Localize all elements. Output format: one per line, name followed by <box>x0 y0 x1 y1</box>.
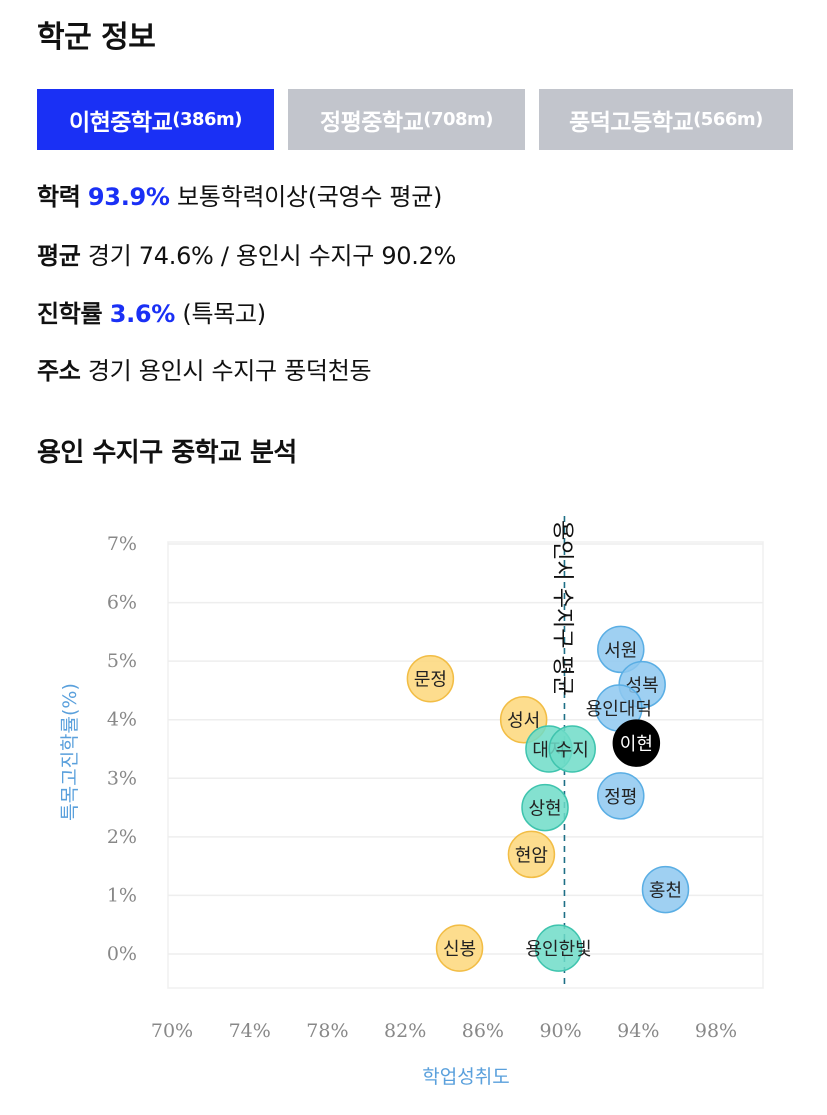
info-average-text: 경기 74.6% / 용인시 수지구 90.2% <box>87 242 457 270</box>
point-label: 이현 <box>620 734 653 755</box>
point-label: 현암 <box>515 845 548 866</box>
info-advancement-label: 진학률 <box>37 300 103 328</box>
tab-distance: (386m) <box>172 109 243 130</box>
point-bubble <box>521 783 569 832</box>
plot-frame <box>167 541 764 989</box>
tab-label: 정평중학교 <box>319 109 424 136</box>
point-bubble <box>507 830 556 879</box>
info-address-label: 주소 <box>37 357 81 385</box>
tab-distance: (708m) <box>423 109 494 130</box>
point-bubble <box>435 924 484 972</box>
x-tick-label: 82% <box>384 1020 426 1042</box>
point-bubble <box>548 725 596 773</box>
y-tick-label: 0% <box>107 943 137 965</box>
info-advancement-text: (특목고) <box>182 300 266 328</box>
chart-grid <box>167 541 764 989</box>
info-academic-text: 보통학력이상(국영수 평균) <box>177 183 443 211</box>
reference-line-group: 용인시 수지구 평균 <box>549 516 574 988</box>
tab-label: 풍덕고등학교 <box>569 109 694 136</box>
y-tick-label: 1% <box>107 884 137 906</box>
point-label: 신봉 <box>443 939 476 960</box>
point-label: 용인한빛 <box>526 939 592 960</box>
point-bubble <box>612 719 661 767</box>
point-label: 홍천 <box>649 881 682 902</box>
data-point[interactable]: 현암 <box>507 830 556 879</box>
x-tick-label: 98% <box>695 1020 737 1042</box>
point-bubble <box>597 772 645 820</box>
x-tick-label: 90% <box>539 1020 581 1042</box>
point-label: 수지 <box>556 740 589 761</box>
tab-ihyeon-middle[interactable]: 이현중학교 (386m) <box>37 89 274 150</box>
y-axis-title: 특목고진학률(%) <box>59 683 81 821</box>
point-label: 서원 <box>604 640 637 661</box>
x-tick-label: 78% <box>306 1020 348 1042</box>
info-advancement-value: 3.6% <box>109 300 176 328</box>
school-tabs: 이현중학교 (386m) 정평중학교 (708m) 풍덕고등학교 (566m) <box>37 89 793 150</box>
data-point[interactable]: 신봉 <box>435 924 484 972</box>
info-academic-value: 93.9% <box>87 183 170 211</box>
y-tick-label: 6% <box>107 592 137 614</box>
section-title: 학군 정보 <box>37 20 156 55</box>
x-tick-label: 94% <box>617 1020 659 1042</box>
info-academic: 학력 93.9% 보통학력이상(국영수 평균) <box>37 177 442 212</box>
school-scatter-chart: 0% 1% 2% 3% 4% 5% 6% 7% 70% 74% 78% 82% 86% 90% 94% 98%… <box>59 516 764 1088</box>
data-point[interactable]: 상현 <box>521 783 569 832</box>
point-bubble <box>406 654 455 703</box>
point-label: 문정 <box>414 670 447 691</box>
info-advancement: 진학률 3.6% (특목고) <box>37 294 266 329</box>
data-point[interactable]: 용인한빛 <box>526 924 592 972</box>
point-label: 정평 <box>604 787 637 808</box>
x-tick-label: 86% <box>462 1020 504 1042</box>
data-point[interactable]: 문정 <box>406 654 455 703</box>
chart-axes: 0% 1% 2% 3% 4% 5% 6% 7% 70% 74% 78% 82% 86% 90% 94% 98% <box>107 533 737 1042</box>
y-tick-label: 3% <box>107 767 137 789</box>
analysis-title: 용인 수지구 중학교 분석 <box>37 438 297 468</box>
info-average: 평균 경기 74.6% / 용인시 수지구 90.2% <box>37 236 456 271</box>
data-point[interactable]: 이현 <box>612 719 661 767</box>
point-bubble <box>534 924 583 972</box>
info-academic-label: 학력 <box>37 183 81 211</box>
y-tick-label: 4% <box>107 709 137 731</box>
data-point[interactable]: 정평 <box>597 772 645 820</box>
x-tick-label: 70% <box>151 1020 193 1042</box>
point-label: 성서 <box>507 711 540 732</box>
data-point[interactable]: 수지 <box>548 725 596 773</box>
data-point[interactable]: 홍천 <box>641 865 690 914</box>
x-axis-title: 학업성취도 <box>422 1066 509 1088</box>
y-tick-label: 7% <box>107 533 137 555</box>
point-label: 용인대덕 <box>586 699 652 720</box>
chart-points: 서원성복용인대덕이현정평홍천문정성서현암신봉대지수지상현용인한빛 <box>406 625 690 972</box>
info-average-label: 평균 <box>37 242 81 270</box>
point-bubble <box>641 865 690 914</box>
x-tick-label: 74% <box>229 1020 271 1042</box>
data-point[interactable]: 서원 <box>597 625 645 674</box>
tab-jeongpyeong-middle[interactable]: 정평중학교 (708m) <box>288 89 525 150</box>
point-label: 상현 <box>528 799 561 820</box>
info-address-text: 경기 용인시 수지구 풍덕천동 <box>87 357 372 385</box>
tab-pungdeok-high[interactable]: 풍덕고등학교 (566m) <box>539 89 793 150</box>
tab-distance: (566m) <box>693 109 763 130</box>
tab-label: 이현중학교 <box>68 109 173 136</box>
reference-line-label: 용인시 수지구 평균 <box>549 520 574 696</box>
y-tick-label: 5% <box>107 650 137 672</box>
info-address: 주소 경기 용인시 수지구 풍덕천동 <box>37 351 372 386</box>
point-bubble <box>597 625 645 674</box>
y-tick-label: 2% <box>107 826 137 848</box>
